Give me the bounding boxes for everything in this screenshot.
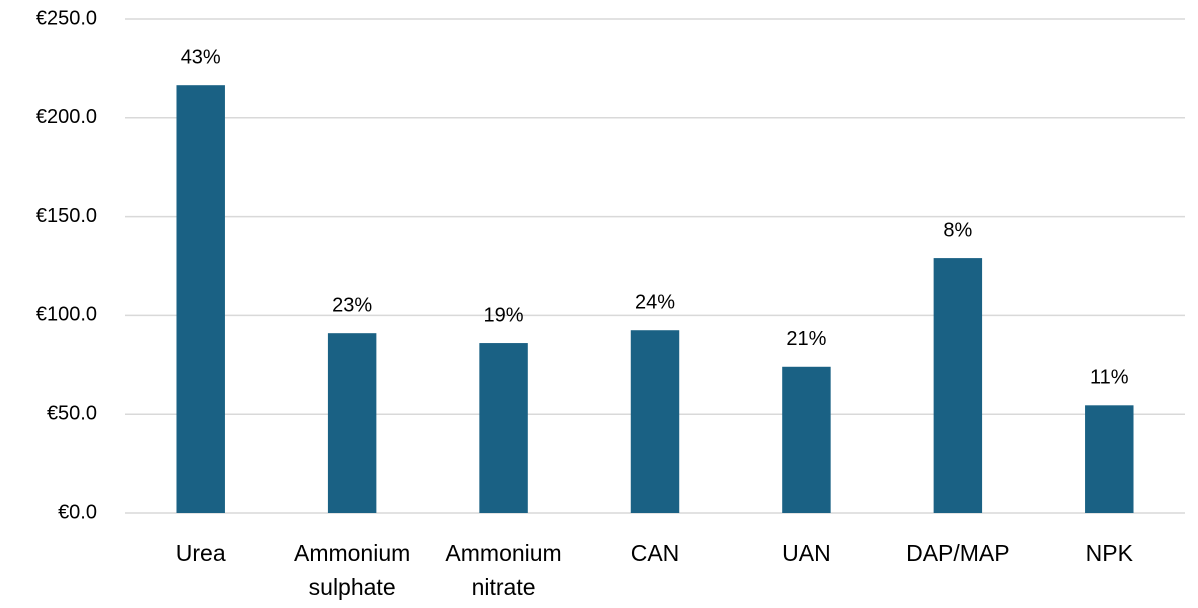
data-label: 21% [786, 328, 826, 350]
y-tick-label: €100.0 [36, 304, 97, 326]
data-label: 8% [943, 219, 972, 241]
bar [1085, 405, 1134, 513]
data-label: 11% [1090, 367, 1129, 389]
y-tick-label: €50.0 [47, 402, 97, 424]
x-tick-label: Urea [175, 540, 226, 566]
bar [176, 85, 225, 514]
data-label: 43% [181, 46, 221, 68]
y-tick-label: €150.0 [36, 205, 97, 227]
y-tick-label: €200.0 [36, 106, 97, 128]
x-tick-label: NPK [1085, 540, 1133, 566]
bar [630, 330, 680, 513]
bar [327, 333, 377, 513]
x-tick-label: UAN [782, 540, 831, 566]
bar [479, 343, 528, 513]
data-label: 19% [484, 304, 524, 326]
y-tick-label: €0.0 [58, 501, 97, 523]
y-tick-label: €250.0 [36, 7, 97, 29]
data-label: 23% [332, 294, 372, 316]
x-tick-label: Ammonium sulphate [293, 540, 411, 600]
x-tick-label: Ammonium nitrate [445, 540, 562, 600]
data-label: 24% [635, 292, 675, 314]
x-tick-label: DAP/MAP [906, 540, 1010, 566]
bar [782, 366, 831, 513]
x-tick-label: CAN [630, 540, 680, 566]
bar [933, 258, 983, 513]
